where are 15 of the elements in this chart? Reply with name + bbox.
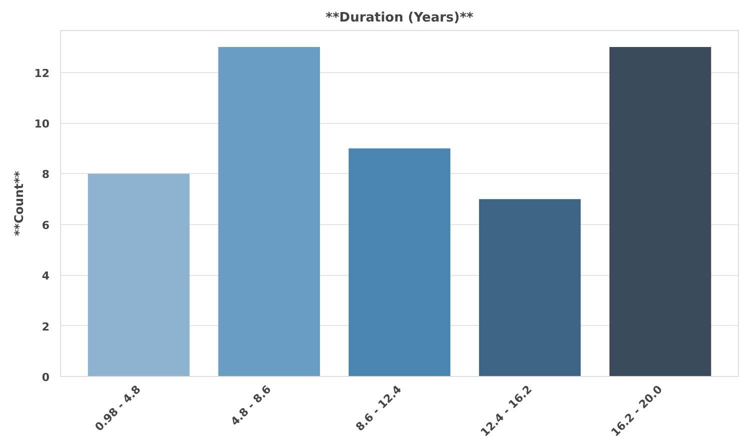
- bar: [88, 174, 190, 376]
- x-tick-label: 4.8 - 8.6: [228, 382, 274, 428]
- y-tick-label: 6: [42, 218, 50, 232]
- bar: [348, 148, 450, 376]
- chart-title: **Duration (Years)**: [326, 10, 474, 26]
- bar: [479, 199, 581, 376]
- y-tick-label: 0: [42, 371, 50, 384]
- y-tick-label: 8: [42, 168, 50, 182]
- y-tick-label: 4: [42, 270, 50, 283]
- y-tick-label: 12: [34, 66, 50, 80]
- bar: [218, 46, 320, 376]
- y-tick-label: 2: [42, 320, 50, 334]
- y-tick-label: 10: [34, 118, 50, 131]
- y-axis-title: **Count**: [12, 170, 26, 236]
- bar: [609, 46, 712, 376]
